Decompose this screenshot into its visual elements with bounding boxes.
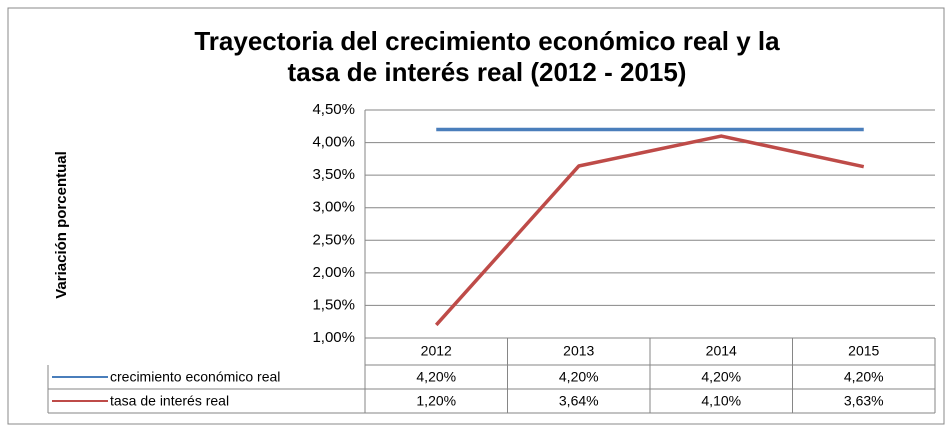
y-tick-label: 4,00%: [312, 134, 355, 151]
chart-title: tasa de interés real (2012 - 2015): [288, 57, 687, 87]
y-tick-label: 4,50%: [312, 101, 355, 118]
y-axis-label: Variación porcentual: [53, 151, 70, 299]
data-label: 3,63%: [844, 393, 884, 409]
x-tick-label: 2014: [706, 343, 737, 359]
legend-label: tasa de interés real: [110, 393, 229, 409]
chart-title: Trayectoria del crecimiento económico re…: [194, 26, 780, 56]
y-tick-label: 3,50%: [312, 166, 355, 183]
data-label: 3,64%: [559, 393, 599, 409]
data-label: 4,20%: [416, 369, 456, 385]
data-label: 1,20%: [416, 393, 456, 409]
y-tick-label: 1,50%: [312, 296, 355, 313]
y-tick-label: 3,00%: [312, 199, 355, 216]
data-label: 4,20%: [844, 369, 884, 385]
x-tick-label: 2012: [421, 343, 452, 359]
data-label: 4,20%: [559, 369, 599, 385]
y-tick-label: 2,50%: [312, 231, 355, 248]
series-line: [434, 134, 865, 327]
data-label: 4,10%: [701, 393, 741, 409]
y-tick-label: 2,00%: [312, 264, 355, 281]
x-tick-label: 2015: [848, 343, 879, 359]
x-tick-label: 2013: [563, 343, 594, 359]
legend-label: crecimiento económico real: [110, 369, 280, 385]
y-tick-label: 1,00%: [312, 329, 355, 346]
chart-border: [7, 7, 945, 425]
data-label: 4,20%: [701, 369, 741, 385]
